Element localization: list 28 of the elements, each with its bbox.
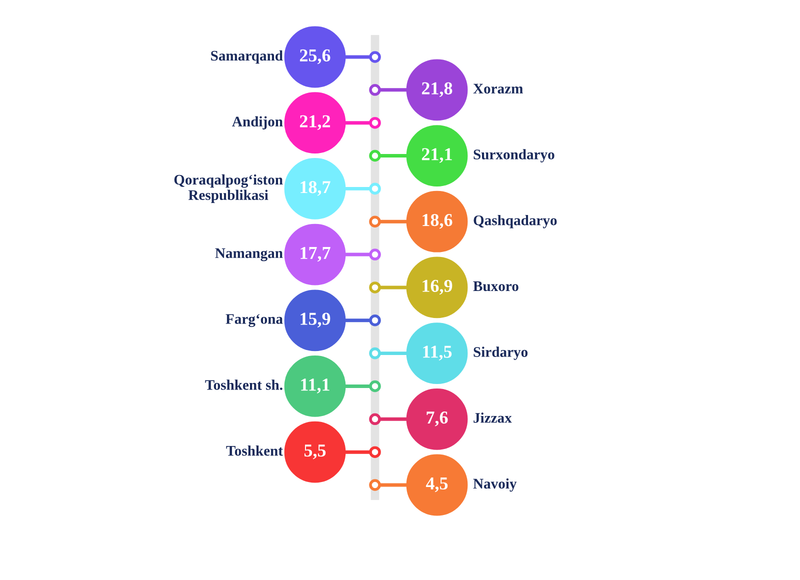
category-label: Jizzax: [474, 412, 512, 423]
data-label: 25,6: [300, 49, 330, 64]
data-label: 4,5: [426, 477, 448, 492]
category-label: Surxondaryo: [474, 149, 554, 162]
data-label: 18,7: [300, 181, 330, 196]
data-label: 21,1: [422, 148, 452, 163]
data-label: 17,7: [300, 246, 330, 262]
category-label: Buxoro: [473, 281, 518, 292]
category-label: Sirdaryo: [474, 346, 528, 360]
category-label: Qoraqalpog‘iston Respublikasi: [174, 174, 283, 203]
data-label: 11,1: [301, 378, 330, 394]
data-label: 7,6: [426, 412, 448, 426]
category-label: Andijon: [232, 116, 283, 130]
data-label: 18,6: [422, 214, 452, 229]
data-label: 16,9: [422, 280, 452, 295]
data-label: 15,9: [300, 312, 330, 328]
category-label: Toshkent: [226, 445, 283, 456]
category-label: Toshkent sh.: [205, 380, 282, 390]
category-label: Farg‘ona: [226, 314, 283, 327]
data-label: 11,5: [423, 346, 452, 360]
category-label: Qashqadaryo: [474, 214, 557, 228]
data-label: 21,8: [422, 82, 452, 98]
data-label: 21,2: [300, 115, 330, 130]
category-label: Namangan: [215, 248, 283, 262]
category-label: Samarqand: [211, 50, 283, 64]
data-label: 5,5: [304, 444, 326, 460]
category-label: Navoiy: [473, 478, 517, 492]
category-label: Xorazm: [473, 84, 523, 94]
